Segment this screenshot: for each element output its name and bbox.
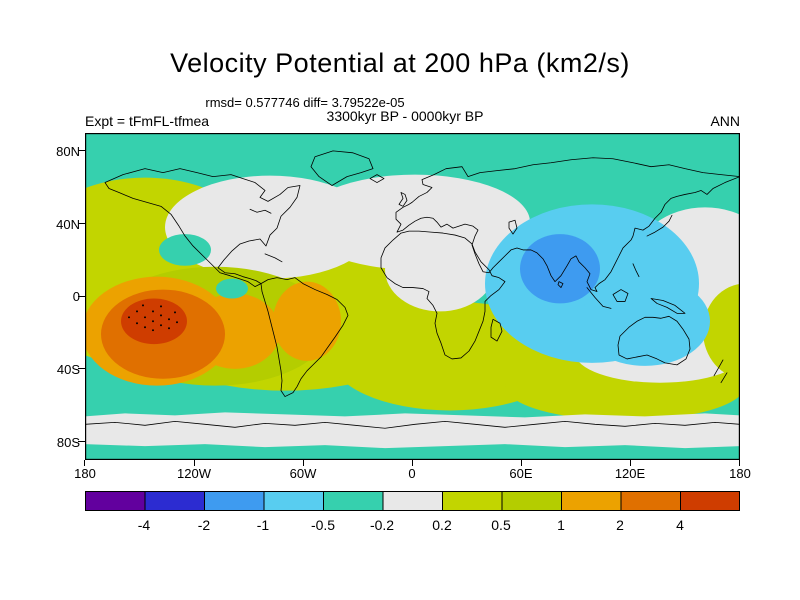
colorbar-tick-label: -1 [256,517,270,533]
stipple-dots [128,304,178,332]
colorbar-tick-label: 0.2 [432,517,452,533]
coastline-sri-lanka [557,281,564,288]
coastline-caspian-sea [508,219,518,235]
colorbar-tick-label: 4 [676,517,684,533]
coastline-greenland [310,150,374,186]
coastline-britain [398,192,408,207]
x-tick-mark [630,460,631,466]
coastline-philippines [632,263,640,278]
fill-region [385,228,495,312]
coastline-eurasia-north [411,157,740,203]
fill-region-east-edge-green [703,283,740,379]
y-axis-label-80n: 80N [56,144,80,159]
coastline-antarctica [85,420,740,429]
coastline-new-guinea [650,298,686,314]
x-axis-label-120w: 120W [177,466,211,481]
colorbar-segment [263,491,324,511]
x-axis-label-180e: 180 [729,466,751,481]
colorbar-tick-label: -2 [197,517,211,533]
coastline-japan [646,214,673,237]
coastline-borneo [612,289,629,302]
x-axis-label-180w: 180 [74,466,96,481]
coastline-new-zealand [713,359,728,384]
period-line: 3300kyr BP - 0000kyr BP [326,108,484,124]
x-axis-label-60w: 60W [289,466,317,481]
y-tick-mark [78,223,85,224]
y-axis-label-40n: 40N [56,217,80,232]
colorbar-tick-label: 1 [557,517,565,533]
y-axis-label-80s: 80S [56,435,80,450]
coastline-cuba [264,253,283,263]
experiment-label: Expt = tFmFL-tfmea [85,113,210,129]
colorbar-segment [442,491,503,511]
colorbar-tick-label: -0.5 [310,517,336,533]
fill-region-negative-center [520,234,600,304]
coastline-africa [380,230,506,360]
colorbar-segment [144,491,205,511]
x-tick-mark [84,460,85,466]
colorbar-segment [204,491,265,511]
x-tick-mark [194,460,195,466]
coastlines [85,150,740,429]
coastline-south-america [260,277,349,397]
colorbar-segment [323,491,384,511]
x-tick-mark [739,460,740,466]
y-tick-mark [78,150,85,151]
colorbar-tick-label: -0.2 [369,517,395,533]
colorbar-segment [561,491,622,511]
y-tick-mark [78,441,85,442]
x-tick-mark [303,460,304,466]
coastline-madagascar [490,318,503,342]
colorbar-segment [382,491,443,511]
y-tick-mark [78,368,85,369]
y-tick-mark [78,296,85,297]
map-frame [85,133,740,460]
coastline-great-lakes [249,208,272,214]
coastline-iceland [369,174,385,183]
contour-map-svg [85,133,740,460]
fill-region-sky-blue [580,276,710,366]
fill-region [273,281,341,361]
coastline-australia [617,315,691,366]
stats-line: rmsd= 0.577746 diff= 3.79522e-05 [205,95,405,110]
season-label: ANN [710,113,740,129]
y-axis-label-40s: 40S [56,362,80,377]
fill-region-turquoise-spot-ne-pacific [159,234,211,266]
colorbar-segment [680,491,740,511]
page-title: Velocity Potential at 200 hPa (km2/s) [170,48,630,78]
colorbar-tick-label: 0.5 [491,517,511,533]
colorbar-segment [501,491,562,511]
colorbar-tick-label: 2 [616,517,624,533]
x-axis-label-60e: 60E [509,466,533,481]
colorbar [85,491,740,511]
coastline-sumatra-java [586,287,612,309]
map-plot [85,133,740,460]
colorbar-segment [85,491,146,511]
x-tick-mark [412,460,413,466]
x-tick-mark [521,460,522,466]
x-axis-label-120e: 120E [614,466,646,481]
fill-region-antarctic-gray-band [85,412,740,449]
coastline-north-america [104,168,301,287]
x-axis-label-0: 0 [408,466,416,481]
coastline-eurasia-south [395,176,740,292]
fill-regions-negative-asia [485,204,710,366]
colorbar-tick-label: -4 [137,517,151,533]
colorbar-segment [620,491,681,511]
y-axis-label-eq: 0 [72,289,80,304]
fill-region-turquoise-spot-central-america [216,278,248,299]
